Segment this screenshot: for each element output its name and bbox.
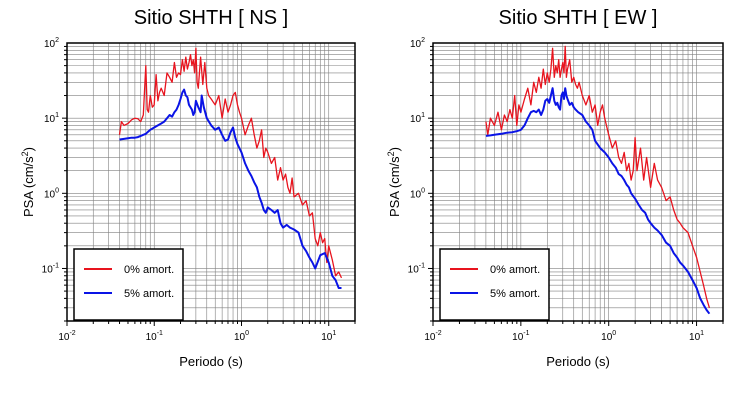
- x-tick-label: 10-2: [58, 330, 75, 343]
- tick-marks: [62, 45, 356, 326]
- x-tick-label: 100: [234, 330, 249, 343]
- x-tick-label: 10-2: [424, 330, 441, 343]
- y-tick-label: 100: [410, 187, 425, 200]
- legend: 0% amort. 5% amort.: [73, 248, 184, 321]
- x-tick-label: 10-1: [146, 330, 163, 343]
- legend-label-undamped: 0% amort.: [490, 264, 540, 276]
- y-tick-label: 10-1: [408, 262, 425, 275]
- series-line-undamped: [118, 47, 343, 279]
- plot-frame: [66, 42, 356, 322]
- chart-title: Sitio SHTH [ NS ]: [134, 7, 288, 29]
- series-line-damped: [485, 87, 711, 315]
- legend: 0% amort. 5% amort.: [439, 248, 550, 321]
- tick-marks: [428, 45, 724, 326]
- x-tick-label: 10-1: [512, 330, 529, 343]
- series-line-damped: [119, 88, 342, 289]
- legend-box: [439, 248, 550, 321]
- chart-panel-ew: 10-2 10-1 100 101 10-1 100 101 102 Sitio SHTH [ …: [386, 7, 724, 369]
- chart-title: Sitio SHTH [ EW ]: [499, 7, 658, 29]
- series-group: [118, 47, 343, 289]
- y-tick-label: 102: [410, 37, 425, 50]
- legend-box: [73, 248, 184, 321]
- x-tick-label: 101: [689, 330, 704, 343]
- legend-label-damped: 5% amort.: [490, 288, 540, 300]
- legend-label-damped: 5% amort.: [124, 288, 174, 300]
- y-tick-label: 100: [44, 187, 59, 200]
- x-tick-label: 101: [321, 330, 336, 343]
- x-axis-label: Periodo (s): [546, 354, 610, 369]
- plot-frame: [432, 42, 724, 322]
- series-line-undamped: [485, 45, 711, 308]
- x-axis-label: Periodo (s): [179, 354, 243, 369]
- y-tick-label: 10-1: [42, 262, 59, 275]
- chart-panel-ns: 10-2 10-1 100 101 10-1 100 101 102 Sitio SHTH [ …: [20, 7, 356, 369]
- y-tick-label: 102: [44, 37, 59, 50]
- y-tick-label: 101: [410, 112, 425, 125]
- y-axis-label: PSA (cm/s2): [20, 147, 36, 217]
- y-tick-label: 101: [44, 112, 59, 125]
- x-tick-label: 100: [601, 330, 616, 343]
- legend-label-undamped: 0% amort.: [124, 264, 174, 276]
- y-axis-label: PSA (cm/s2): [386, 147, 402, 217]
- series-group: [485, 45, 711, 315]
